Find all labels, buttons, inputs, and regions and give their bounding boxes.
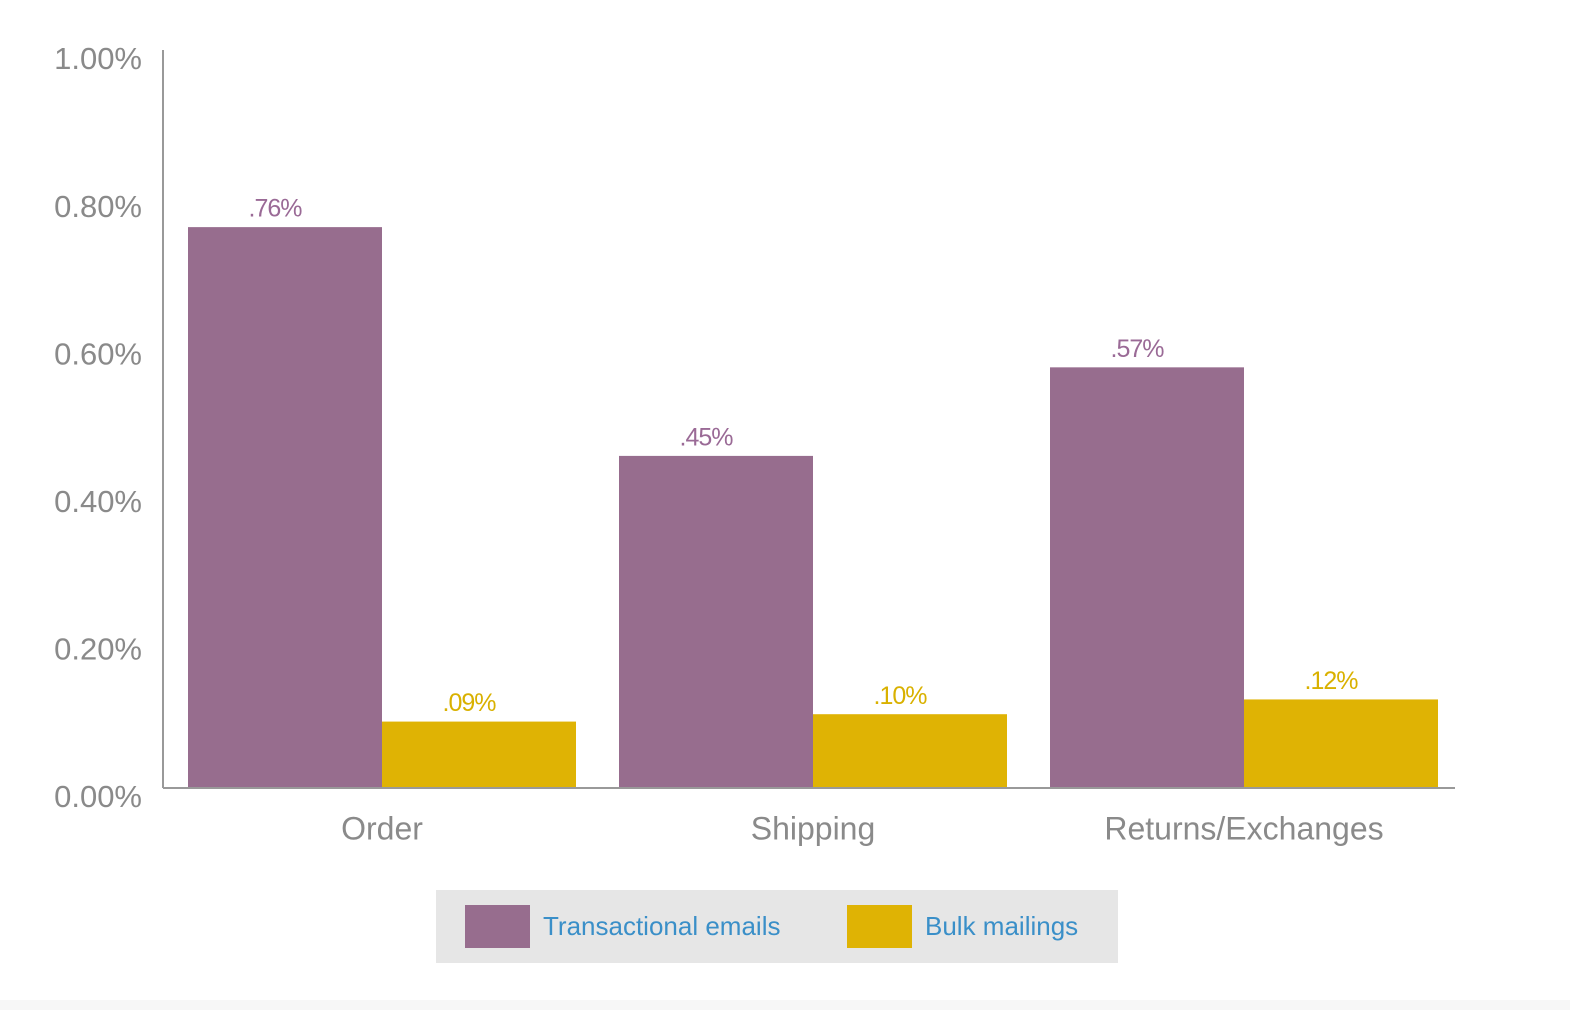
x-tick-label: Shipping <box>751 810 876 846</box>
x-tick-label: Returns/Exchanges <box>1104 810 1383 846</box>
bar <box>188 227 382 788</box>
y-tick-label: 1.00% <box>54 41 142 76</box>
legend-swatch <box>847 905 912 948</box>
value-label: .57% <box>1111 335 1165 363</box>
y-tick-label: 0.00% <box>54 779 142 814</box>
y-tick-label: 0.20% <box>54 632 142 667</box>
value-label: .10% <box>874 682 928 710</box>
bar <box>1244 699 1438 788</box>
bar <box>1050 367 1244 788</box>
bar <box>382 721 576 788</box>
bar <box>619 455 813 788</box>
legend-box <box>436 890 1118 963</box>
x-tick-label: Order <box>341 810 423 846</box>
y-tick-label: 0.80% <box>54 189 142 224</box>
value-label: .09% <box>443 689 497 717</box>
value-label: .12% <box>1305 667 1359 695</box>
value-label: .76% <box>249 195 303 223</box>
bar <box>813 714 1007 788</box>
y-tick-label: 0.40% <box>54 484 142 519</box>
legend-swatch <box>465 905 530 948</box>
legend-label: Transactional emails <box>543 911 780 941</box>
y-tick-label: 0.60% <box>54 336 142 371</box>
value-label: .45% <box>680 424 734 452</box>
legend-label: Bulk mailings <box>925 911 1078 941</box>
bottom-strip <box>0 1000 1570 1010</box>
